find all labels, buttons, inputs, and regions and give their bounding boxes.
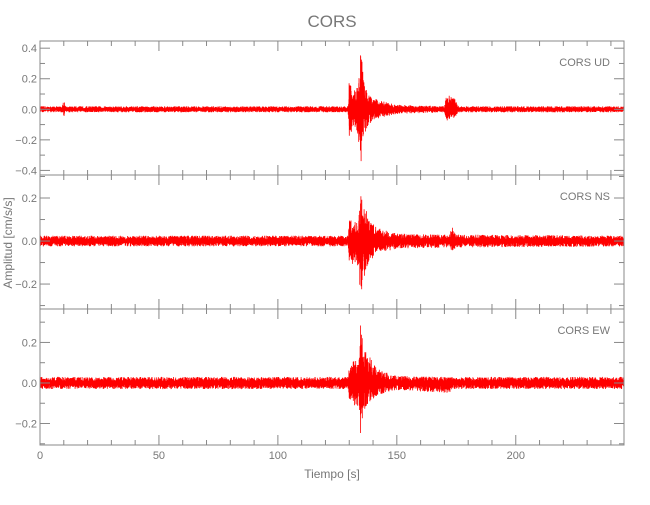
y-tick-label: 0.0 (22, 104, 37, 116)
y-tick-label: −0.2 (15, 135, 37, 147)
y-tick-label: 0.2 (22, 74, 37, 86)
x-tick-label: 200 (507, 450, 525, 462)
waveform-trace (39, 325, 625, 434)
panel-label: CORS EW (557, 325, 610, 337)
y-tick-label: −0.2 (15, 279, 37, 291)
panel-label: CORS NS (560, 191, 610, 203)
waveform-trace (39, 55, 625, 162)
y-tick-label: 0.4 (22, 43, 37, 55)
y-tick-label: −0.4 (15, 165, 37, 177)
x-tick-label: 50 (153, 450, 165, 462)
y-tick-label: 0.2 (22, 193, 37, 205)
chart-title: CORS (307, 12, 356, 31)
waveform-trace (39, 196, 625, 290)
y-tick-label: 0.2 (22, 337, 37, 349)
x-tick-label: 100 (269, 450, 287, 462)
panel-0: 0.4 0.2 0.0 −0.2 −0.4 CORS UD (15, 40, 625, 177)
panel-frame (39, 308, 625, 446)
x-axis-label: Tiempo [s] (304, 467, 360, 481)
y-tick-label: −0.2 (15, 419, 37, 431)
y-axis-label: Amplitud [cm/s/s] (1, 197, 15, 288)
y-tick-label: 0.0 (22, 378, 37, 390)
panel-2: 0.2 0.0 −0.2 CORS EW (15, 308, 625, 446)
panel-label: CORS UD (559, 57, 610, 69)
x-tick-label: 150 (388, 450, 406, 462)
y-tick-label: 0.0 (22, 236, 37, 248)
panel-1: 0.2 0.0 −0.2 CORS NS (15, 174, 625, 310)
x-tick-label: 0 (37, 450, 43, 462)
